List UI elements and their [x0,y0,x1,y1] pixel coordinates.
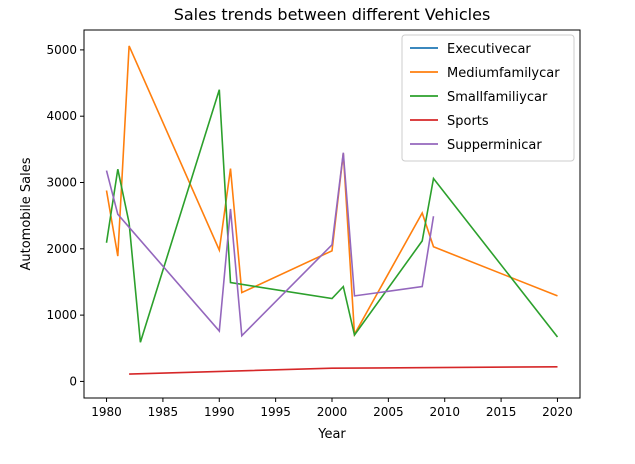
series-line-4 [105,152,435,338]
series-line-1 [105,45,558,338]
legend-label-0: Executivecar [447,42,531,57]
y-tick-label-4: 4000 [46,109,77,123]
legend-label-2: Smallfamiliycar [447,90,548,105]
legend-box [401,34,575,162]
y-tick-label-5: 5000 [46,43,77,57]
x-axis-label: Year [317,427,346,442]
x-tick-label-2: 1990 [204,405,235,419]
legend: Executivecar Mediumfamilycar Smallfamiliyc… [401,34,575,162]
chart-title: Sales trends between different Vehicles [174,5,491,24]
series-line-2 [105,89,559,343]
y-axis: 0 1000 2000 3000 4000 5000 [46,43,84,388]
x-tick-label-7: 2015 [486,405,517,419]
y-tick-label-2: 2000 [46,242,77,256]
x-axis: 1980 1985 1990 1995 2000 2005 2010 2015 2020 [91,398,573,419]
y-axis-label: Automobile Sales [19,157,34,270]
legend-label-4: Supperminicar [447,138,542,153]
y-tick-label-0: 0 [69,374,77,388]
series-layer [105,45,559,375]
x-tick-label-5: 2005 [373,405,404,419]
x-tick-label-4: 2000 [317,405,348,419]
y-tick-label-3: 3000 [46,176,77,190]
series-line-3 [129,366,558,375]
legend-label-1: Mediumfamilycar [447,66,560,81]
x-tick-label-6: 2010 [429,405,460,419]
legend-label-3: Sports [447,114,489,129]
x-tick-label-0: 1980 [91,405,122,419]
x-tick-label-1: 1985 [148,405,179,419]
y-tick-label-1: 1000 [46,308,77,322]
x-tick-label-8: 2020 [542,405,573,419]
x-tick-label-3: 1995 [260,405,291,419]
